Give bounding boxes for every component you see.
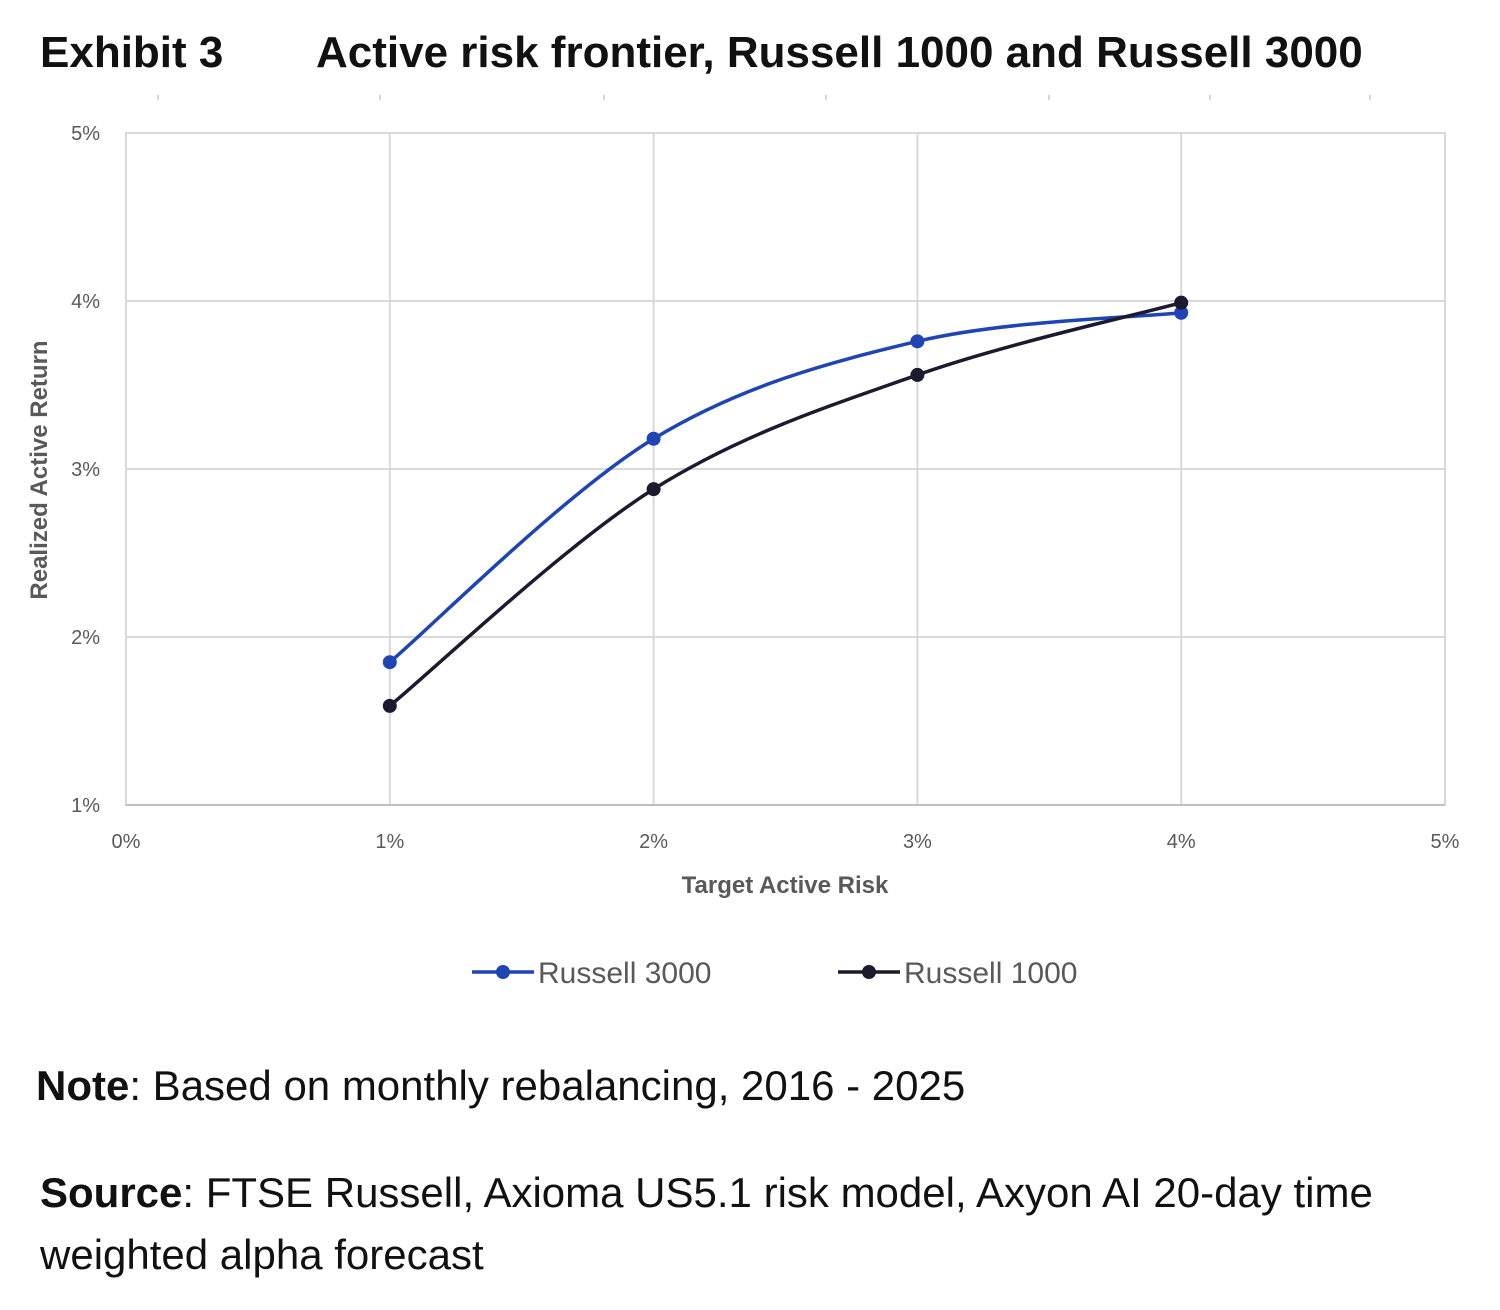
source-body: : FTSE Russell, Axioma US5.1 risk model,…: [40, 1169, 1373, 1278]
data-point: [1174, 305, 1189, 320]
source-label: Source: [40, 1169, 183, 1216]
data-point: [910, 367, 925, 382]
y-tick-label: 5%: [71, 123, 100, 145]
x-tick-label: 4%: [1167, 831, 1196, 853]
note-text: Note: Based on monthly rebalancing, 2016…: [36, 1062, 965, 1110]
legend-marker: [496, 965, 510, 979]
exhibit-label: Exhibit 3: [40, 28, 224, 77]
y-tick-label: 1%: [71, 795, 100, 817]
y-tick-label: 4%: [71, 291, 100, 313]
x-tick-label: 3%: [903, 831, 932, 853]
x-tick-label: 5%: [1431, 831, 1460, 853]
x-axis-title: Target Active Risk: [682, 872, 889, 899]
y-tick-label: 3%: [71, 459, 100, 481]
data-point: [1174, 295, 1189, 310]
x-tick-label: 0%: [112, 831, 141, 853]
source-text: Source: FTSE Russell, Axioma US5.1 risk …: [40, 1162, 1440, 1286]
data-point: [646, 431, 661, 446]
data-point: [646, 482, 661, 497]
note-body: : Based on monthly rebalancing, 2016 - 2…: [129, 1062, 966, 1109]
data-point: [382, 655, 397, 670]
chart-title: Active risk frontier, Russell 1000 and R…: [316, 28, 1363, 77]
data-point: [382, 698, 397, 713]
legend-label: Russell 3000: [538, 957, 711, 990]
series-line-russell-3000: [388, 311, 1182, 664]
exhibit-title: Exhibit 3 Active risk frontier, Russell 1…: [40, 28, 1363, 78]
series-line-russell-1000: [388, 300, 1182, 708]
legend-label: Russell 1000: [904, 957, 1077, 990]
data-point: [910, 334, 925, 349]
note-label: Note: [36, 1062, 130, 1109]
line-chart: 0% 1% 2% 3% 4% 5% 1% 2% 3% 4% 5% Target Active Risk…: [26, 95, 1460, 990]
y-axis-title: Realized Active Return: [26, 340, 53, 599]
x-tick-label: 1%: [375, 831, 404, 853]
y-tick-label: 2%: [71, 627, 100, 649]
legend-marker: [862, 965, 876, 979]
x-tick-label: 2%: [639, 831, 668, 853]
